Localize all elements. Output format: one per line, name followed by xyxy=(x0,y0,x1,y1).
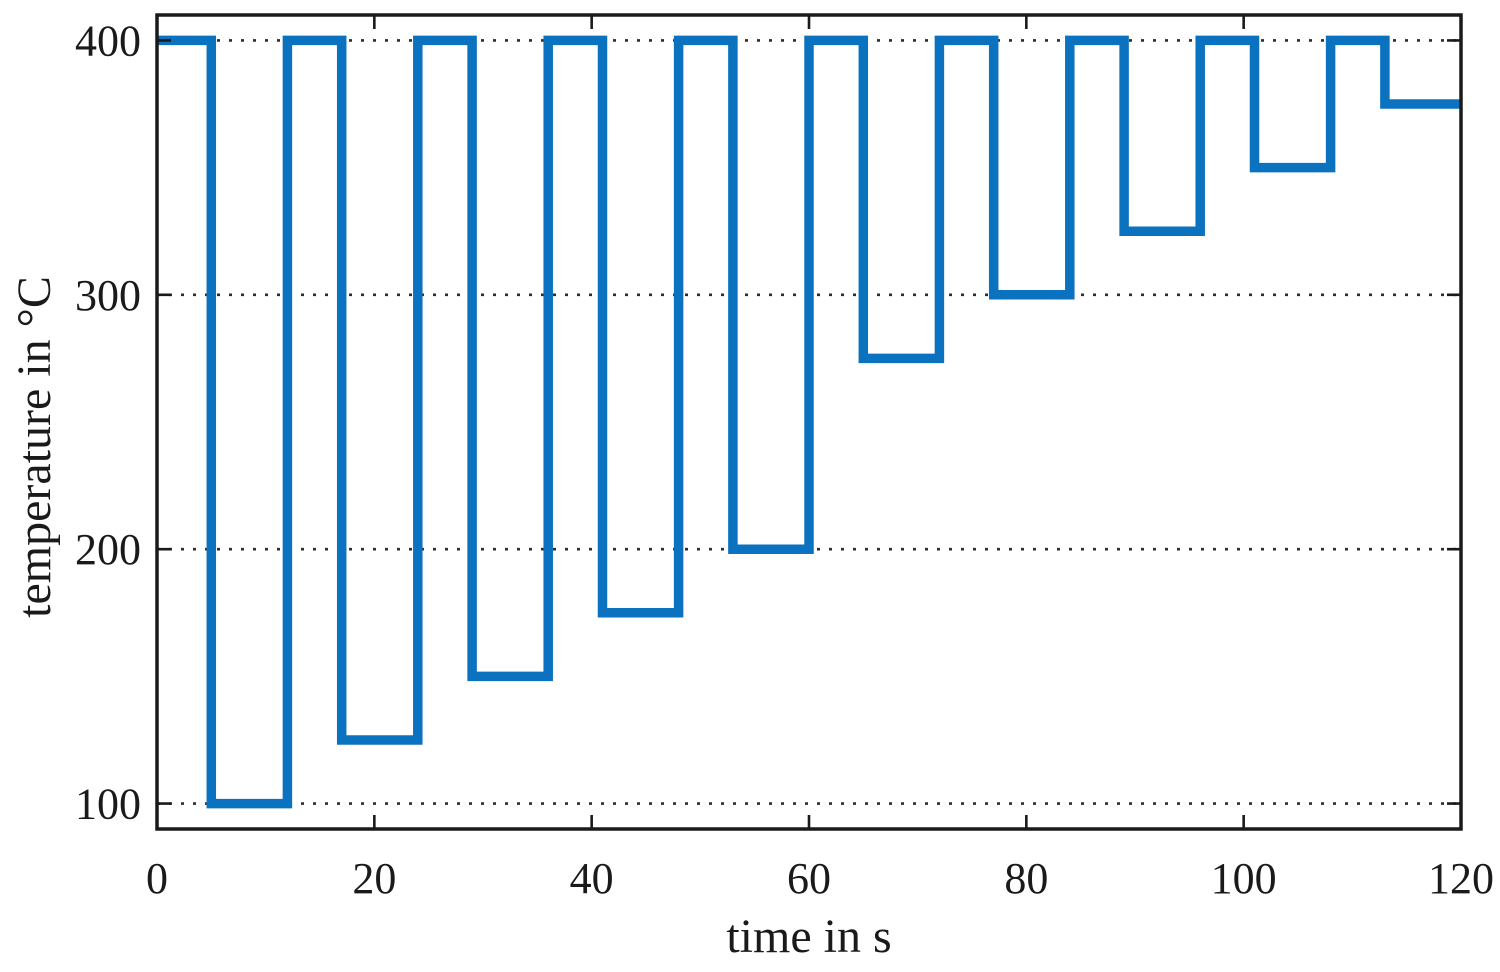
y-tick-label: 400 xyxy=(75,16,141,65)
x-tick-label: 20 xyxy=(352,854,396,903)
tick-label-layer: 0 20 40 60 80 100 120 100 200 300 400 xyxy=(75,16,1494,903)
x-tick-label: 80 xyxy=(1004,854,1048,903)
x-tick-label: 60 xyxy=(787,854,831,903)
y-tick-label: 200 xyxy=(75,525,141,574)
x-tick-label: 0 xyxy=(146,854,168,903)
y-tick-label: 100 xyxy=(75,780,141,829)
temperature-step-line xyxy=(157,35,1461,809)
series-layer xyxy=(157,35,1461,809)
y-tick-label: 300 xyxy=(75,271,141,320)
x-tick-label: 40 xyxy=(570,854,614,903)
y-axis-title: temperature in °C xyxy=(8,276,61,618)
x-tick-label: 120 xyxy=(1428,854,1494,903)
x-axis-title: time in s xyxy=(726,910,891,963)
grid-layer xyxy=(157,39,1461,805)
x-tick-label: 100 xyxy=(1211,854,1277,903)
tick-layer xyxy=(155,15,1463,829)
